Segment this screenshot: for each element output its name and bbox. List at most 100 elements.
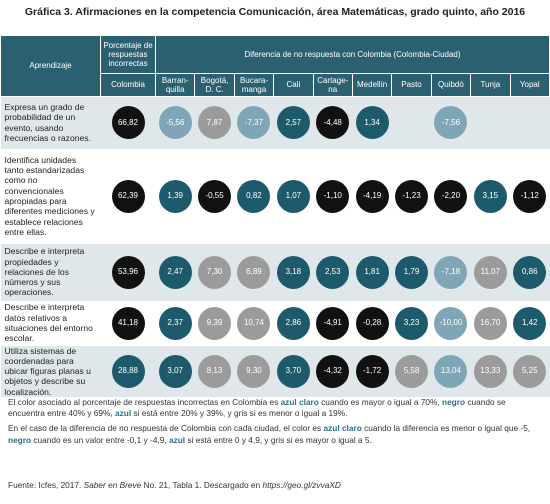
value-dot: 28,88 — [111, 354, 145, 388]
cell: 3,18 — [273, 243, 314, 301]
value-dot: -4,48 — [316, 106, 350, 140]
value-dot: 6,89 — [237, 255, 271, 289]
value-dot: 1,42 — [513, 306, 547, 340]
cell: -1,12 — [510, 149, 549, 244]
cell: 3,07 — [155, 345, 195, 398]
cell — [510, 96, 550, 149]
cell — [470, 96, 511, 149]
column-header: Medellín — [351, 73, 393, 97]
cell: -7,56 — [431, 96, 471, 149]
cell: 0,82 — [234, 149, 273, 244]
value-dot: -1,23 — [395, 179, 429, 213]
cell: 1,07 — [274, 149, 313, 244]
column-header: Cartage-na — [312, 73, 353, 97]
cell: 1,34 — [352, 96, 392, 149]
value-dot: 3,07 — [158, 354, 192, 388]
cell: -4,91 — [313, 301, 352, 346]
note-text: negro — [8, 434, 32, 445]
cell: -7,18 — [431, 243, 471, 301]
column-header: Quibdó — [430, 73, 472, 97]
value-dot: 66,82 — [111, 106, 145, 140]
cell: -0,28 — [352, 301, 391, 346]
value-dot: -4,91 — [316, 306, 350, 340]
value-dot: -1,10 — [316, 179, 350, 213]
cell: -0,55 — [195, 149, 234, 244]
cell: 13,04 — [431, 345, 471, 398]
note: En el caso de la diferencia de no respue… — [8, 423, 544, 445]
column-header: Cali — [273, 73, 314, 97]
cell: -5,56 — [155, 96, 195, 149]
column-header: Barran-quilla — [154, 73, 196, 97]
header: Porcentaje de respuestas incorrectas — [100, 35, 156, 74]
cell: 3,70 — [273, 345, 314, 398]
cell — [391, 96, 432, 149]
title: Gráfica 3. Afirmaciones en la competenci… — [24, 6, 526, 18]
value-dot: 13,04 — [434, 354, 468, 388]
note-text: negro — [442, 397, 466, 407]
cell: 6,89 — [234, 243, 274, 301]
value-dot: 2,57 — [276, 106, 310, 140]
value-dot: 3,15 — [473, 179, 507, 213]
value-dot: 1,34 — [355, 106, 389, 140]
column-header: Colombia — [100, 73, 156, 97]
note-text: si está entre 0 y 4,9, y gris si es mayo… — [185, 434, 372, 445]
value-dot: 41,18 — [111, 306, 145, 340]
value-dot: 1,79 — [395, 255, 429, 289]
cell: 7,87 — [194, 96, 235, 149]
cell: 16,70 — [471, 301, 510, 346]
value-dot: 3,70 — [276, 354, 310, 388]
note-text: cuando es un valor entre -0,1 y -4,9, — [31, 434, 169, 445]
cell: -10,00 — [431, 301, 470, 346]
source: Fuente: Icfes, 2017. Saber en Breve No. … — [8, 480, 341, 490]
cell: 1,79 — [391, 243, 432, 301]
column-header: Bucara-manga — [233, 73, 275, 97]
cell: 1,81 — [352, 243, 392, 301]
cell: 41,18 — [101, 301, 156, 346]
value-dot: 62,39 — [111, 179, 145, 213]
column-header: Bogotá, D. C. — [194, 73, 235, 97]
note-text: si está entre 20% y 39%, y gris si es me… — [131, 408, 348, 419]
value-dot: 10,74 — [237, 306, 271, 340]
cell: -1,72 — [352, 345, 392, 398]
cell: 3,23 — [392, 301, 431, 346]
value-dot: 53,96 — [111, 255, 145, 289]
value-dot: -0,55 — [198, 179, 232, 213]
value-dot: 0,82 — [237, 179, 271, 213]
value-dot: -1,72 — [355, 354, 389, 388]
value-dot: 3,18 — [276, 255, 310, 289]
cell: 7,30 — [194, 243, 235, 301]
cell: -1,23 — [392, 149, 431, 244]
value-dot: -4,32 — [316, 354, 350, 388]
source-text: Saber en Breve — [83, 480, 142, 490]
cell: -1,10 — [313, 149, 352, 244]
note-text: cuando se encuentra entre 40% y 69%, — [8, 397, 506, 419]
row: Describe e interpreta datos relativos a … — [1, 301, 550, 346]
row-label: Describe e interpreta propiedades y rela… — [0, 243, 101, 301]
cell: 62,39 — [101, 149, 156, 244]
column-header: Tunja — [470, 73, 511, 97]
table: Aprendizaje Porcentaje de respuestas inco… — [0, 35, 550, 398]
row-label: Identifica unidades tanto estandarizadas… — [4, 154, 95, 237]
note: El color asociado al porcentaje de respu… — [8, 397, 544, 419]
cell: 9,39 — [195, 301, 234, 346]
cell: -4,32 — [313, 345, 353, 398]
column-header: Pasto — [391, 73, 432, 97]
row: Utiliza sistemas de coordenadas para ubi… — [0, 345, 550, 398]
cell: 8,13 — [194, 345, 235, 398]
cell: 5,58 — [391, 345, 432, 398]
header: Diferencia de no respuesta con Colombia … — [155, 35, 550, 74]
row-label: Utiliza sistemas de coordenadas para ubi… — [0, 345, 101, 398]
value-dot: 13,33 — [473, 354, 507, 388]
cell: 11,07 — [470, 243, 511, 301]
value-dot: 9,30 — [237, 354, 271, 388]
note-text: El color asociado al porcentaje de respu… — [8, 397, 281, 407]
row: Identifica unidades tanto estandarizadas… — [1, 149, 550, 244]
cell: 66,82 — [100, 96, 156, 149]
row: Describe e interpreta propiedades y rela… — [0, 243, 550, 301]
value-dot: 1,39 — [158, 179, 192, 213]
value-dot: -4,19 — [355, 179, 389, 213]
cell: 2,47 — [155, 243, 195, 301]
value-dot: 5,58 — [395, 354, 429, 388]
cell: 9,30 — [234, 345, 274, 398]
cell: -4,48 — [313, 96, 353, 149]
